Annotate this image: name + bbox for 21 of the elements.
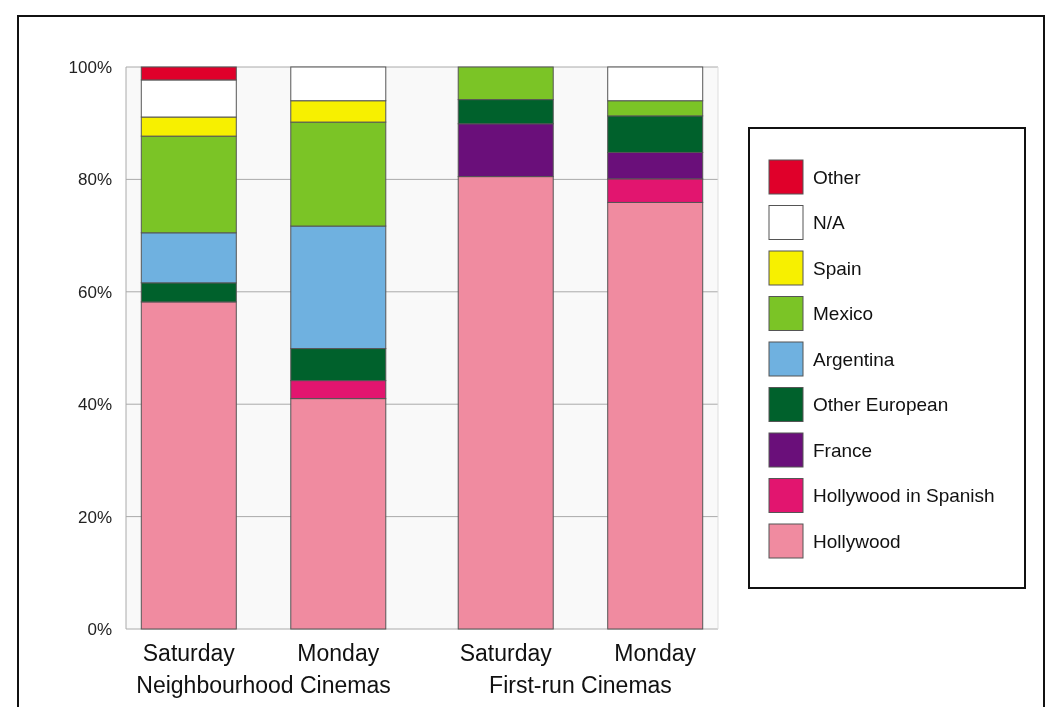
legend-label: Mexico (813, 303, 874, 325)
y-tick-label: 80% (77, 170, 112, 190)
legend-label: France (813, 439, 873, 461)
legend-label: Other (813, 166, 862, 188)
legend-label: Hollywood (813, 530, 901, 552)
y-tick-label: 40% (77, 395, 112, 415)
legend-label: Argentina (813, 348, 895, 370)
y-tick-label: 100% (68, 57, 112, 77)
legend-label: Other European (813, 394, 949, 416)
y-tick-label: 20% (77, 507, 112, 527)
y-tick-label: 0% (87, 619, 112, 639)
text: First-run Cinemas (489, 672, 672, 698)
x-tick-label: Monday (614, 640, 697, 666)
x-tick-label: Saturday (459, 640, 553, 666)
legend-label: N/A (813, 212, 845, 234)
x-tick-label: Saturday (142, 640, 236, 666)
x-tick-label: Monday (297, 640, 380, 666)
legend-label: Spain (813, 257, 862, 279)
text: Neighbourhood Cinemas (136, 672, 391, 698)
y-tick-label: 60% (77, 282, 112, 302)
legend-label: Hollywood in Spanish (813, 485, 995, 507)
